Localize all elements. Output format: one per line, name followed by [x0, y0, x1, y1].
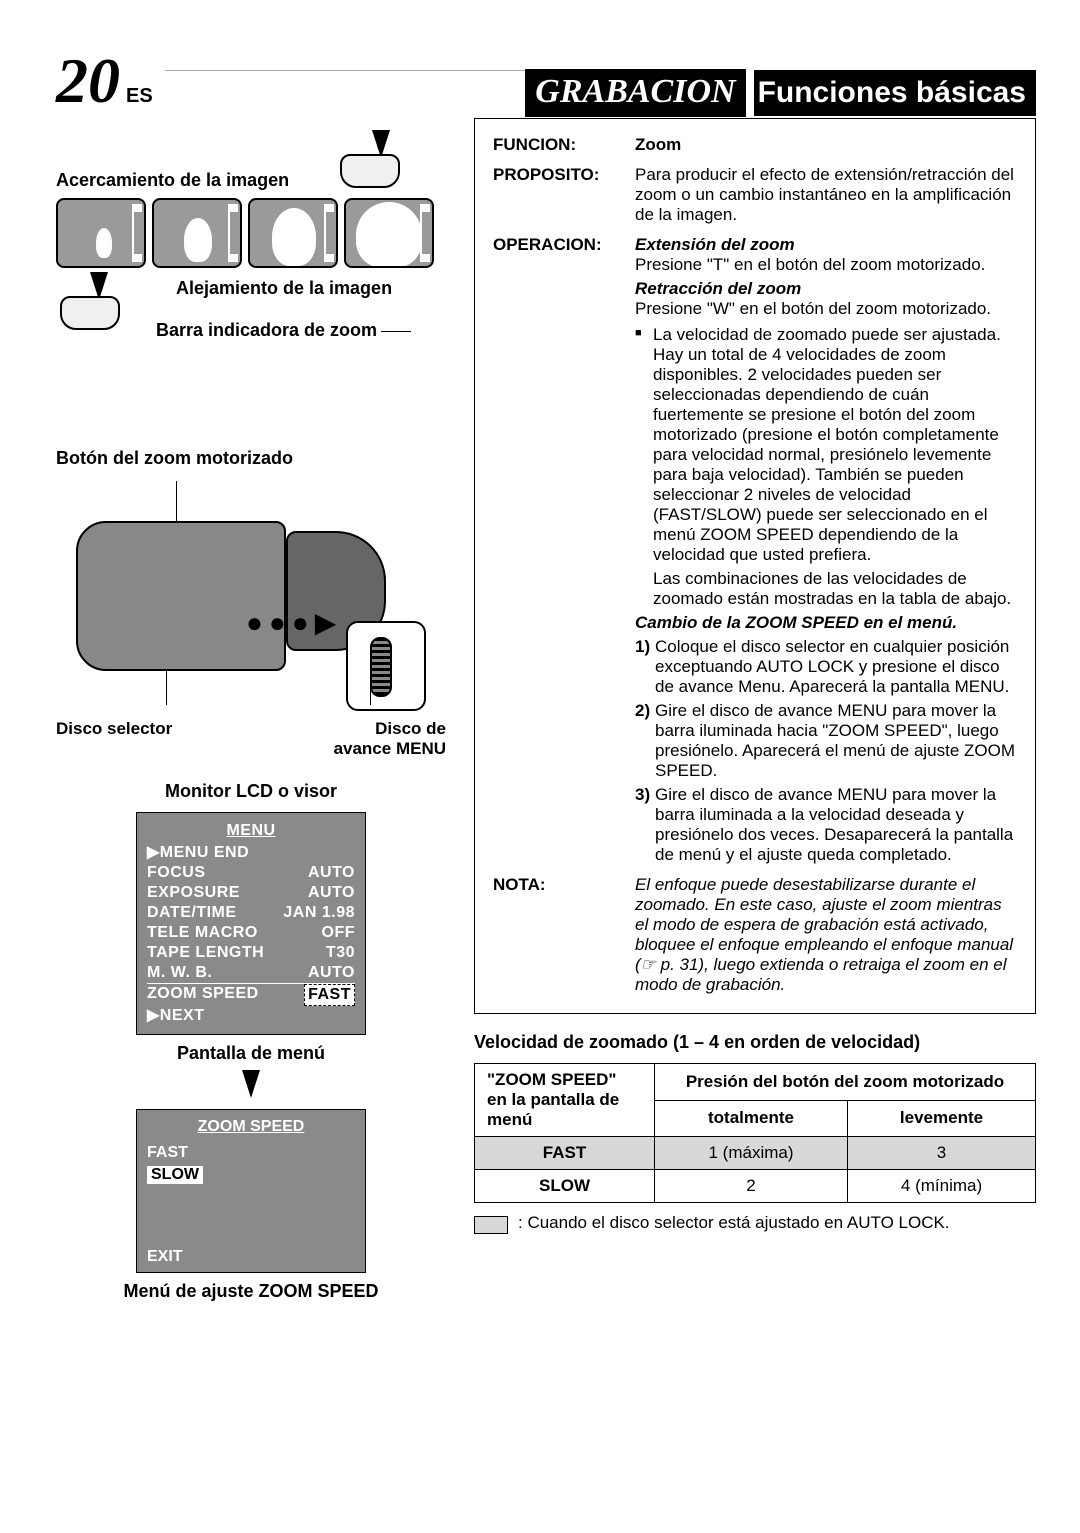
row-slow: SLOW: [475, 1170, 655, 1203]
legend-text: : Cuando el disco selector está ajustado…: [518, 1213, 950, 1233]
arrow-down-icon: [242, 1070, 260, 1098]
cell-slow-full: 2: [655, 1170, 848, 1203]
cell-fast-full: 1 (máxima): [655, 1137, 848, 1170]
zoom-speed-caption: Menú de ajuste ZOOM SPEED: [56, 1281, 446, 1302]
bullet-speed-b: Las combinaciones de las velocidades de …: [635, 569, 1017, 609]
menu-item: ▶MENU END: [147, 843, 355, 863]
callout-dots-icon: ●●●▶: [246, 606, 342, 639]
page-header: 20 ES GRABACION Funciones básicas: [56, 44, 1036, 104]
label-proposito: PROPOSITO:: [493, 165, 623, 225]
camcorder-section: Botón del zoom motorizado ●●●▶ Disco sel…: [56, 448, 446, 759]
remote-bottom-icon: [60, 296, 120, 330]
lang-code: ES: [126, 85, 153, 108]
menu-wheel-label: Disco de avance MENU: [316, 719, 446, 759]
label-funcion: FUNCION:: [493, 135, 623, 155]
bullet-speed: La velocidad de zoomado puede ser ajusta…: [635, 325, 1017, 565]
camcorder-illustration: ●●●▶: [56, 481, 426, 711]
zoom-frame-2: [152, 198, 242, 268]
zoom-frame-4: [344, 198, 434, 268]
step-2: Gire el disco de avance MENU para mover …: [635, 701, 1017, 781]
zoom-speed-title: ZOOM SPEED: [147, 1118, 355, 1136]
zs-option-fast: FAST: [147, 1144, 355, 1162]
camcorder-body-icon: [76, 521, 286, 671]
zoom-in-label: Acercamiento de la imagen: [56, 170, 289, 191]
flow-arrow: [56, 1070, 446, 1103]
callout-line: [370, 681, 371, 705]
page-number: 20: [56, 44, 120, 118]
ret-body: Presione "W" en el botón del zoom motori…: [635, 299, 1017, 319]
th-full: totalmente: [655, 1100, 848, 1137]
th-press: Presión del botón del zoom motorizado: [655, 1064, 1036, 1101]
scroll-wheel-icon: [370, 637, 392, 697]
label-operacion: OPERACION:: [493, 235, 623, 865]
cell-fast-light: 3: [848, 1137, 1036, 1170]
callout-line: [166, 669, 167, 705]
menu-item: ▶NEXT: [147, 1006, 355, 1026]
zoom-speed-screen: ZOOM SPEED FAST SLOW EXIT: [136, 1109, 366, 1273]
cell-slow-light: 4 (mínima): [848, 1170, 1036, 1203]
zs-exit: EXIT: [147, 1248, 183, 1266]
zs-option-slow-selected: SLOW: [147, 1166, 203, 1184]
function-box: FUNCION: Zoom PROPOSITO: Para producir e…: [474, 118, 1036, 1014]
right-column: FUNCION: Zoom PROPOSITO: Para producir e…: [474, 118, 1036, 1302]
value-nota: El enfoque puede desestabilizarse durant…: [635, 875, 1017, 995]
menu-item: TELE MACROOFF: [147, 923, 355, 943]
step-3: Gire el disco de avance MENU para mover …: [635, 785, 1017, 865]
menu-item: EXPOSUREAUTO: [147, 883, 355, 903]
zoom-diagram: Acercamiento de la imagen Alejamiento de…: [56, 118, 446, 338]
cambio-title: Cambio de la ZOOM SPEED en el menú.: [635, 613, 1017, 633]
header-right: GRABACION Funciones básicas: [525, 69, 1036, 117]
row-fast: FAST: [475, 1137, 655, 1170]
step-1: Coloque el disco selector en cualquier p…: [635, 637, 1017, 697]
speed-table-title: Velocidad de zoomado (1 – 4 en orden de …: [474, 1032, 1036, 1053]
scroll-wheel-inset: [346, 621, 426, 711]
menu-item: M. W. B.AUTO: [147, 963, 355, 984]
selector-dial-label: Disco selector: [56, 719, 172, 759]
section-subtitle: Funciones básicas: [754, 70, 1036, 116]
menu-item-selected: ZOOM SPEEDFAST: [147, 984, 355, 1006]
speed-table: "ZOOM SPEED" en la pantalla de menú Pres…: [474, 1063, 1036, 1203]
th-light: levemente: [848, 1100, 1036, 1137]
menu-screen-title: MENU: [147, 821, 355, 841]
power-zoom-label: Botón del zoom motorizado: [56, 448, 446, 469]
left-column: Acercamiento de la imagen Alejamiento de…: [56, 118, 446, 1302]
header-rule: [165, 70, 526, 71]
menu-screen: MENU ▶MENU END FOCUSAUTO EXPOSUREAUTO DA…: [136, 812, 366, 1035]
label-nota: NOTA:: [493, 875, 623, 995]
th-zoom-speed: "ZOOM SPEED" en la pantalla de menú: [475, 1064, 655, 1137]
ext-body: Presione "T" en el botón del zoom motori…: [635, 255, 1017, 275]
legend-swatch-icon: [474, 1216, 508, 1234]
value-operacion: Extensión del zoom Presione "T" en el bo…: [635, 235, 1017, 865]
table-legend: : Cuando el disco selector está ajustado…: [474, 1213, 1036, 1234]
value-funcion: Zoom: [635, 135, 1017, 155]
section-title: GRABACION: [525, 69, 745, 117]
ext-title: Extensión del zoom: [635, 235, 1017, 255]
monitor-label: Monitor LCD o visor: [56, 781, 446, 802]
value-proposito: Para producir el efecto de extensión/ret…: [635, 165, 1017, 225]
zoom-bar-label: Barra indicadora de zoom: [156, 320, 411, 341]
zoom-frame-3: [248, 198, 338, 268]
menu-item: FOCUSAUTO: [147, 863, 355, 883]
zoom-frames: [56, 198, 434, 268]
menu-caption: Pantalla de menú: [56, 1043, 446, 1064]
menu-item: DATE/TIMEJAN 1.98: [147, 903, 355, 923]
ret-title: Retracción del zoom: [635, 279, 1017, 299]
menu-item: TAPE LENGTHT30: [147, 943, 355, 963]
remote-top-icon: [340, 154, 400, 188]
zoom-frame-1: [56, 198, 146, 268]
dial-labels: Disco selector Disco de avance MENU: [56, 719, 446, 759]
zoom-out-label: Alejamiento de la imagen: [176, 278, 392, 299]
